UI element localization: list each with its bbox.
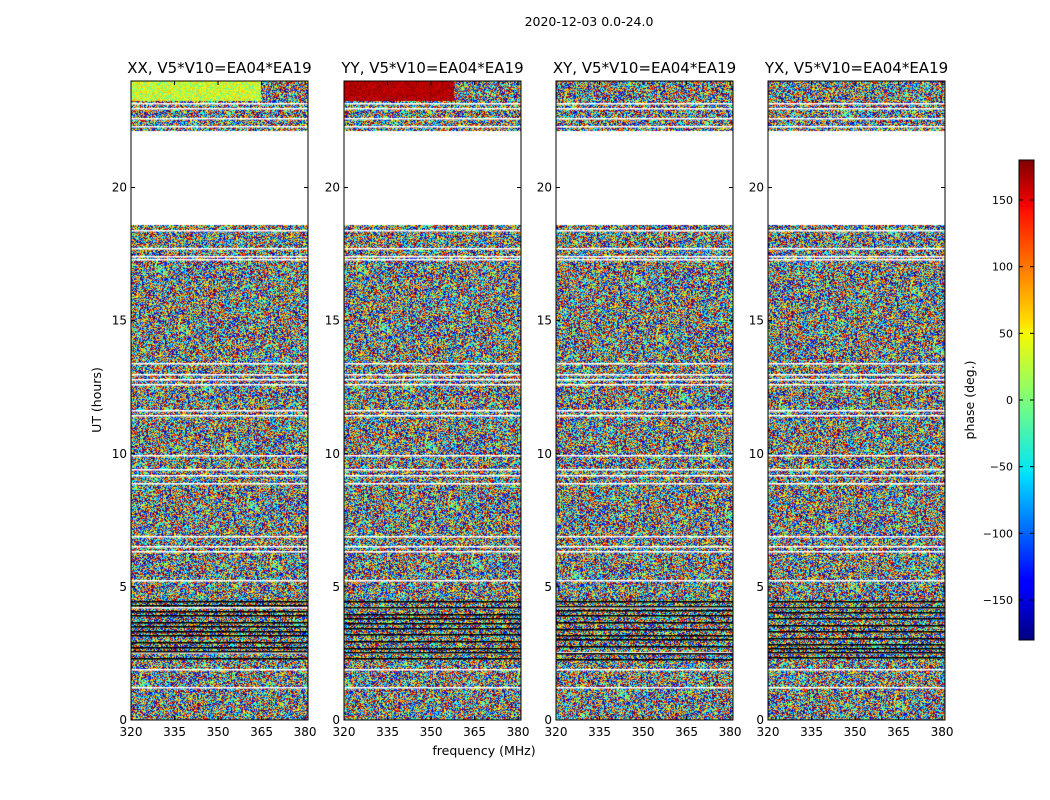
colorbar-label: phase (deg.) [962, 361, 977, 440]
y-tick-label: 5 [119, 580, 127, 594]
phase-heatmap-xy [556, 81, 733, 720]
x-tick-label: 320 [120, 725, 143, 739]
x-tick-label: 335 [588, 725, 611, 739]
x-tick-label: 335 [163, 725, 186, 739]
panel-title: YY, V5*V10=EA04*EA19 [340, 59, 523, 77]
heatmap-canvas [344, 81, 521, 720]
x-tick-label: 365 [675, 725, 698, 739]
y-tick-label: 15 [325, 314, 340, 328]
panel-xx: XX, V5*V10=EA04*EA19 0 5 10 15 20 320 335 350 365… [112, 59, 317, 739]
panel-xy: XY, V5*V10=EA04*EA19 0 5 10 15 20 320 335 350 365… [537, 59, 742, 739]
y-tick-label: 5 [544, 580, 552, 594]
y-tick-label: 15 [749, 314, 764, 328]
y-axis-label: UT (hours) [89, 367, 104, 433]
figure-suptitle: 2020-12-03 0.0-24.0 [525, 14, 654, 29]
panel-yy: YY, V5*V10=EA04*EA19 0 5 10 15 20 320 335 350 365… [325, 59, 530, 739]
y-tick-label: 0 [119, 713, 127, 727]
x-tick-label: 350 [844, 725, 867, 739]
panel-yx: YX, V5*V10=EA04*EA19 0 5 10 15 20 320 335 350 365… [749, 59, 954, 739]
heatmap-canvas [556, 81, 733, 720]
x-axis-label: frequency (MHz) [432, 743, 535, 758]
x-tick-label: 320 [757, 725, 780, 739]
colorbar-tick-label: −100 [983, 527, 1013, 540]
phase-heatmap-xx [131, 81, 308, 720]
x-tick-label: 320 [545, 725, 568, 739]
colorbar-tick-label: −50 [990, 461, 1013, 474]
colorbar: −150 −100 −50 0 50 100 150 phase (deg.) [962, 159, 1035, 641]
panels-layer: XX, V5*V10=EA04*EA19 0 5 10 15 20 320 335 350 365… [112, 59, 954, 739]
y-tick-label: 10 [325, 447, 340, 461]
phase-heatmap-yx [768, 81, 945, 720]
colorbar-tick-label: 150 [992, 194, 1013, 207]
y-tick-label: 5 [756, 580, 764, 594]
y-tick-label: 20 [749, 181, 764, 195]
y-tick-label: 10 [537, 447, 552, 461]
x-tick-label: 365 [463, 725, 486, 739]
panel-frame [767, 80, 946, 721]
panel-title: XY, V5*V10=EA04*EA19 [553, 59, 736, 77]
y-tick-label: 10 [749, 447, 764, 461]
x-tick-label: 350 [420, 725, 443, 739]
panel-title: XX, V5*V10=EA04*EA19 [127, 59, 311, 77]
x-tick-label: 335 [800, 725, 823, 739]
x-tick-label: 380 [719, 725, 742, 739]
y-tick-label: 20 [325, 181, 340, 195]
panel-frame [130, 80, 309, 721]
colorbar-tick-label: −150 [983, 594, 1013, 607]
colorbar-tick-label: 100 [992, 261, 1013, 274]
colorbar-ticks: −150 −100 −50 0 50 100 150 [983, 194, 1034, 607]
colorbar-tick-label: 0 [1006, 394, 1013, 407]
x-tick-label: 365 [250, 725, 273, 739]
x-tick-label: 380 [294, 725, 317, 739]
y-tick-label: 0 [756, 713, 764, 727]
x-tick-label: 350 [207, 725, 230, 739]
x-tick-label: 380 [931, 725, 954, 739]
panel-title: YX, V5*V10=EA04*EA19 [764, 59, 948, 77]
y-tick-label: 15 [537, 314, 552, 328]
panel-frame [555, 80, 734, 721]
x-tick-label: 335 [376, 725, 399, 739]
y-tick-label: 15 [112, 314, 127, 328]
y-tick-label: 5 [332, 580, 340, 594]
x-tick-label: 320 [333, 725, 356, 739]
phase-heatmap-yy [344, 81, 521, 720]
x-tick-label: 380 [507, 725, 530, 739]
y-tick-label: 10 [112, 447, 127, 461]
y-tick-label: 20 [112, 181, 127, 195]
panel-frame [343, 80, 522, 721]
x-tick-label: 350 [632, 725, 655, 739]
y-tick-label: 0 [332, 713, 340, 727]
heatmap-canvas [768, 81, 945, 720]
heatmap-canvas [131, 81, 308, 720]
colorbar-tick-label: 50 [999, 327, 1013, 340]
y-tick-label: 20 [537, 181, 552, 195]
y-tick-label: 0 [544, 713, 552, 727]
x-tick-label: 365 [887, 725, 910, 739]
